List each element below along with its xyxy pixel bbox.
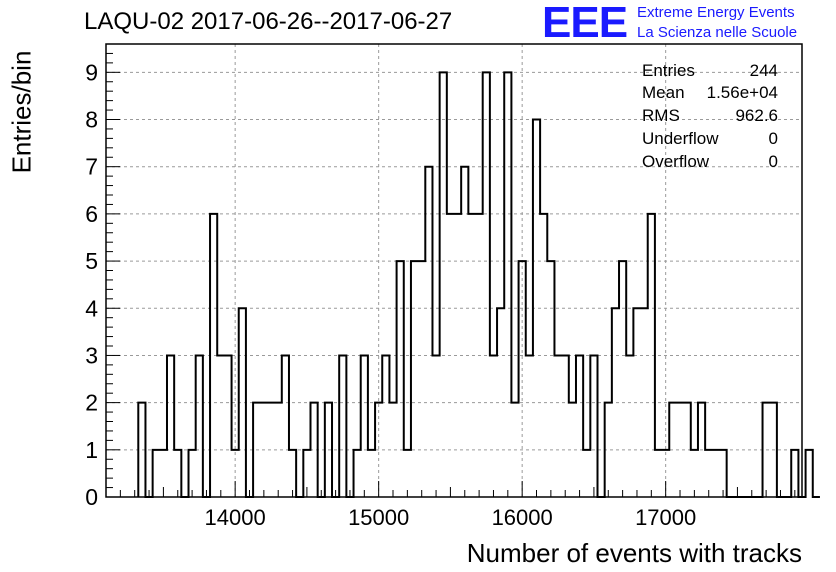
y-tick-label: 1 — [85, 437, 98, 463]
stat-label: Mean — [642, 83, 685, 102]
y-tick-label: 7 — [85, 154, 98, 180]
logo-line-2: La Scienza nelle Scuole — [637, 24, 798, 41]
y-tick-label: 6 — [85, 201, 98, 227]
stat-value: 1.56e+04 — [706, 83, 778, 102]
stat-value: 244 — [749, 61, 778, 80]
x-tick-label: 17000 — [635, 505, 696, 530]
stat-label: Underflow — [642, 129, 719, 148]
stat-row-rms: RMS 962.6 — [642, 106, 778, 126]
y-tick-label: 5 — [85, 248, 98, 274]
stat-row-underflow: Underflow 0 — [642, 129, 778, 149]
stat-value: 962.6 — [735, 106, 778, 125]
x-tick-label: 15000 — [348, 505, 409, 530]
x-axis-label: Number of events with tracks — [466, 538, 802, 568]
histogram-series — [137, 71, 820, 498]
stat-label: Entries — [642, 61, 695, 80]
y-tick-label: 8 — [85, 107, 98, 133]
y-tick-label: 9 — [85, 59, 98, 85]
chart-title: LAQU-02 2017-06-26--2017-06-27 — [84, 8, 453, 35]
x-tick-label: 14000 — [205, 505, 266, 530]
y-tick-label: 0 — [85, 484, 98, 510]
x-tick-label: 16000 — [492, 505, 553, 530]
stat-row-entries: Entries 244 — [642, 61, 778, 81]
logo-mark: EEE — [542, 0, 628, 47]
logo-line-1: Extreme Energy Events — [637, 4, 795, 21]
y-tick-label: 4 — [85, 295, 98, 321]
stat-row-overflow: Overflow 0 — [642, 152, 778, 172]
y-axis-label: Entries/bin — [6, 50, 37, 174]
stat-label: RMS — [642, 106, 680, 125]
stat-value: 0 — [768, 129, 778, 148]
stat-row-mean: Mean 1.56e+04 — [642, 83, 778, 103]
y-tick-label: 3 — [85, 342, 98, 368]
stat-value: 0 — [768, 152, 778, 171]
y-tick-label: 2 — [85, 390, 98, 416]
stat-label: Overflow — [642, 152, 710, 171]
